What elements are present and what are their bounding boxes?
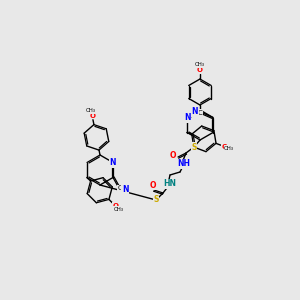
Text: N: N	[122, 184, 129, 194]
Text: O: O	[150, 181, 156, 190]
Text: CH₃: CH₃	[195, 62, 205, 68]
Text: HN: HN	[164, 179, 176, 188]
Text: C: C	[118, 185, 123, 191]
Text: NH: NH	[178, 160, 190, 169]
Text: O: O	[197, 67, 203, 73]
Text: S: S	[153, 196, 159, 205]
Text: C: C	[198, 110, 202, 116]
Text: N: N	[184, 113, 190, 122]
Text: CH₃: CH₃	[224, 146, 234, 151]
Text: O: O	[221, 143, 227, 149]
Text: O: O	[170, 152, 176, 160]
Text: N: N	[192, 107, 198, 116]
Text: N: N	[110, 158, 116, 167]
Text: S: S	[191, 142, 197, 152]
Text: O: O	[89, 113, 95, 119]
Text: CH₃: CH₃	[86, 108, 96, 113]
Text: CH₃: CH₃	[114, 207, 124, 212]
Text: O: O	[112, 203, 118, 209]
